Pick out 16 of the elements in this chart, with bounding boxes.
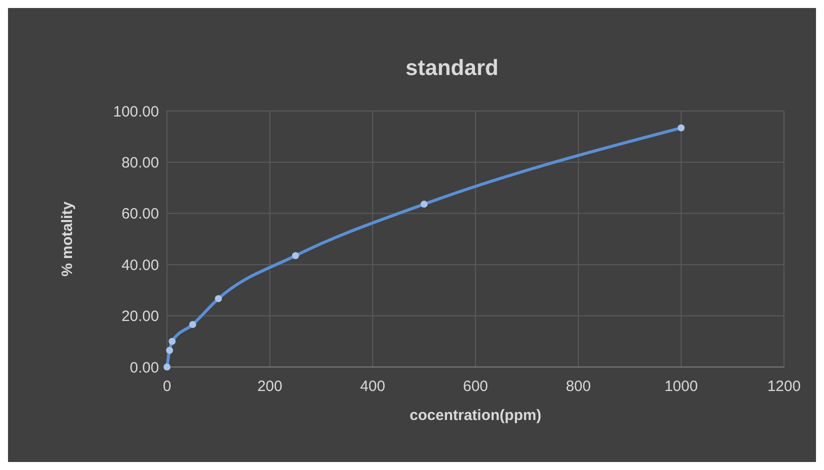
- y-tick-label: 0.00: [130, 359, 159, 376]
- y-tick-label: 40.00: [121, 256, 159, 274]
- x-axis-title: cocentration(ppm): [410, 407, 542, 424]
- y-tick-label: 80.00: [121, 154, 159, 172]
- x-tick-label: 1000: [664, 378, 698, 395]
- x-tick-label: 400: [360, 378, 386, 395]
- y-tick-label: 100.00: [113, 103, 159, 120]
- y-tick-label: 60.00: [121, 206, 159, 223]
- x-tick-label: 800: [566, 378, 591, 395]
- x-tick-label: 1200: [767, 378, 801, 395]
- chart-title: standard: [406, 55, 498, 80]
- x-tick-label: 0: [162, 378, 172, 395]
- x-tick-label: 600: [462, 378, 488, 395]
- y-axis-title: % motality: [59, 200, 76, 277]
- y-tick-label: 20.00: [121, 308, 159, 326]
- x-tick-label: 200: [257, 378, 282, 395]
